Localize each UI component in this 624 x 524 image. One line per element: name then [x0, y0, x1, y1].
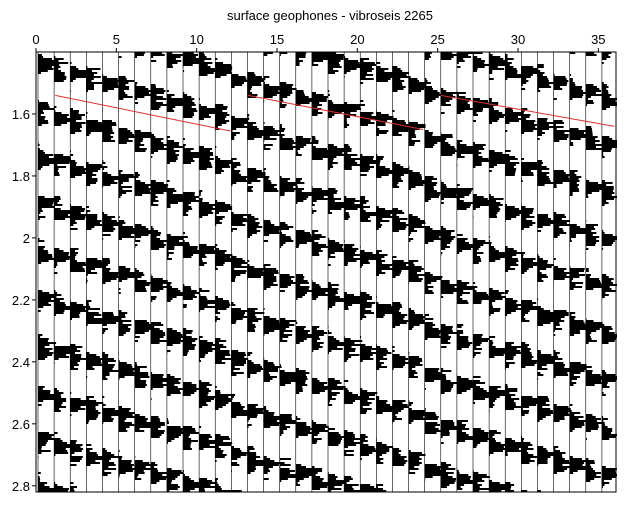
- x-tick-label: 0: [32, 32, 39, 47]
- y-tick-label: 1.8: [12, 169, 30, 184]
- trace-fill: [247, 72, 264, 474]
- x-tick-label: 15: [270, 32, 284, 47]
- x-tick-label: 25: [430, 32, 444, 47]
- x-tick-label: 5: [113, 32, 120, 47]
- x-tick-label: 10: [189, 32, 203, 47]
- x-tick-label: 30: [511, 32, 525, 47]
- x-tick-label: 35: [591, 32, 605, 47]
- chart-title: surface geophones - vibroseis 2265: [227, 8, 433, 23]
- y-tick-label: 2: [23, 231, 30, 246]
- y-tick-label: 2.8: [12, 479, 30, 494]
- y-tick-label: 2.2: [12, 293, 30, 308]
- y-tick-label: 2.6: [12, 417, 30, 432]
- y-tick-label: 1.6: [12, 107, 30, 122]
- plot-mask-right: [617, 52, 624, 492]
- x-tick-label: 20: [350, 32, 364, 47]
- y-tick-label: 2.4: [12, 355, 30, 370]
- trace-fill: [554, 74, 571, 474]
- chart: surface geophones - vibroseis 2265 0 5 10 1…: [0, 0, 624, 519]
